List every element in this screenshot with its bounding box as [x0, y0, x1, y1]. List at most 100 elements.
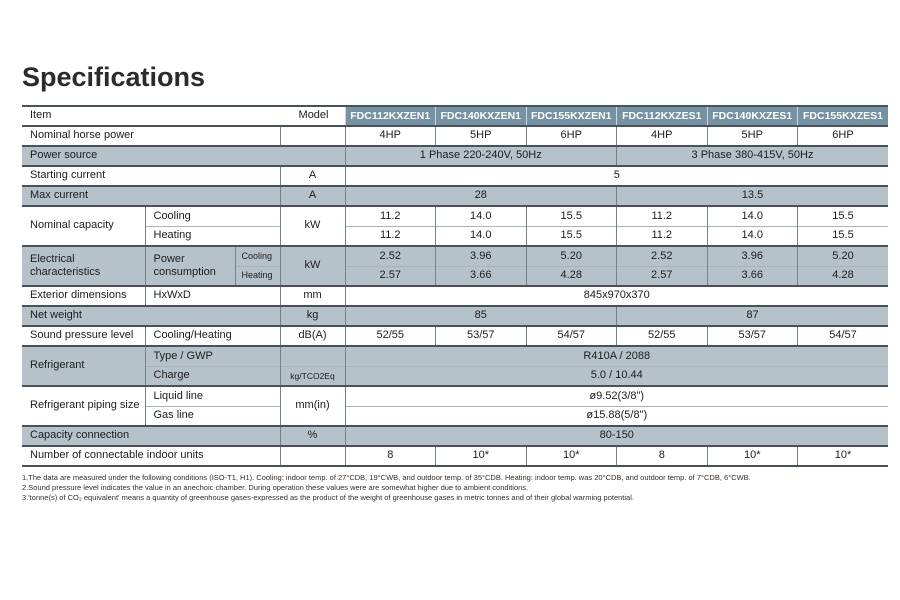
sub-row-label: Gas line — [144, 405, 280, 426]
value-cell: 87 — [616, 305, 888, 326]
header-row: Model Item FDC112KXZEN1 FDC140KXZEN1 FDC… — [22, 105, 888, 126]
unit-cell — [279, 345, 345, 366]
sub-row-label: Charge — [144, 365, 280, 386]
row-label: Electrical characteristics — [22, 245, 145, 286]
value-cell: 5HP — [706, 125, 798, 146]
spec-table: Model Item FDC112KXZEN1 FDC140KXZEN1 FDC… — [22, 105, 888, 467]
value-cell: ø9.52(3/8") — [344, 385, 888, 406]
footnote-3: 3.'tonne(s) of CO₂ equivalent' means a q… — [22, 493, 634, 503]
footnotes: 1.The data are measured under the follow… — [22, 473, 888, 503]
value-cell: 11.2 — [616, 205, 707, 226]
value-cell: 14.0 — [706, 225, 798, 246]
sub-row-label: HxWxD — [144, 285, 280, 306]
row-label: Refrigerant — [22, 345, 145, 386]
sub-row-label: Heating — [144, 225, 280, 246]
model-header: FDC112KXZEN1 — [344, 105, 436, 126]
value-cell: 4HP — [344, 125, 436, 146]
footnote-1: 1.The data are measured under the follow… — [22, 473, 751, 482]
value-cell: 2.57 — [616, 265, 707, 286]
sub-row-label: Cooling/Heating — [144, 325, 280, 346]
unit-cell: % — [279, 425, 345, 446]
row-sound-pressure-level: Sound pressure level Cooling/Heating dB(… — [22, 325, 888, 346]
value-cell: 14.0 — [435, 225, 526, 246]
unit-cell: A — [279, 165, 345, 186]
value-cell: 14.0 — [435, 205, 526, 226]
row-label: Number of connectable indoor units — [22, 445, 280, 466]
value-cell: 3.66 — [435, 265, 526, 286]
row-starting-current: Starting current A 5 — [22, 165, 888, 186]
mini-row-label: Cooling — [234, 245, 280, 266]
value-cell: 5.20 — [525, 245, 617, 266]
value-cell: 6HP — [525, 125, 617, 146]
value-cell: 10* — [525, 445, 617, 466]
value-cell: 3.66 — [706, 265, 798, 286]
sub-row-label: Cooling — [144, 205, 280, 226]
sub-row-label: Liquid line — [144, 385, 280, 406]
unit-cell: kg/TCO2Eq — [279, 365, 345, 386]
value-cell: 52/55 — [616, 325, 707, 346]
row-label: Sound pressure level — [22, 325, 145, 346]
model-header: FDC155KXZES1 — [797, 105, 888, 126]
row-nominal-horse-power: Nominal horse power 4HP 5HP 6HP 4HP 5HP … — [22, 125, 888, 146]
value-cell: 3.96 — [435, 245, 526, 266]
value-cell: 15.5 — [797, 225, 888, 246]
row-label: Nominal capacity — [22, 205, 145, 246]
row-label: Capacity connection — [22, 425, 280, 446]
spec-page: Specifications Model Item FDC112KXZEN1 F… — [22, 62, 888, 503]
value-cell: 4.28 — [525, 265, 617, 286]
row-nominal-capacity-heating: Heating 11.2 14.0 15.5 11.2 14.0 15.5 — [22, 225, 888, 246]
row-piping-liquid-line: Refrigerant piping size Liquid line mm(i… — [22, 385, 888, 426]
value-cell: 11.2 — [616, 225, 707, 246]
value-cell: 5HP — [435, 125, 526, 146]
value-cell: 6HP — [797, 125, 888, 146]
value-cell: 10* — [797, 445, 888, 466]
value-cell: 3.96 — [706, 245, 798, 266]
unit-cell — [279, 125, 345, 146]
item-header-label: Item — [30, 109, 52, 122]
row-connectable-indoor-units: Number of connectable indoor units 8 10*… — [22, 445, 888, 466]
unit-cell: kg — [279, 305, 345, 326]
row-net-weight: Net weight kg 85 87 — [22, 305, 888, 326]
row-refrigerant-type: Refrigerant Type / GWP R410A / 2088 — [22, 345, 888, 386]
row-max-current: Max current A 28 13.5 — [22, 185, 888, 206]
value-cell: 85 — [344, 305, 617, 326]
row-label: Refrigerant piping size — [22, 385, 145, 426]
row-exterior-dimensions: Exterior dimensions HxWxD mm 845x970x370 — [22, 285, 888, 306]
row-label: Starting current — [22, 165, 280, 186]
value-cell: 15.5 — [525, 205, 617, 226]
sub-row-label: Power consumption — [144, 245, 235, 286]
value-cell: 14.0 — [706, 205, 798, 226]
row-power-consumption-cooling: Electrical characteristics Power consump… — [22, 245, 888, 286]
value-cell: 2.57 — [344, 265, 436, 286]
row-label: Exterior dimensions — [22, 285, 145, 306]
value-cell: 80-150 — [344, 425, 888, 446]
unit-cell — [279, 445, 345, 466]
mini-row-label: Heating — [234, 265, 280, 286]
row-label: Nominal horse power — [22, 125, 280, 146]
row-capacity-connection: Capacity connection % 80-150 — [22, 425, 888, 446]
value-cell: 11.2 — [344, 205, 436, 226]
value-cell: 53/57 — [706, 325, 798, 346]
value-cell: 10* — [435, 445, 526, 466]
row-piping-gas-line: Gas line ø15.88(5/8") — [22, 405, 888, 426]
item-model-header-cell: Model Item — [22, 105, 345, 126]
row-label: Power source — [22, 145, 345, 166]
row-power-source: Power source 1 Phase 220-240V, 50Hz 3 Ph… — [22, 145, 888, 166]
unit-cell: mm(in) — [279, 385, 345, 426]
value-cell: 52/55 — [344, 325, 436, 346]
value-cell: 11.2 — [344, 225, 436, 246]
unit-cell: A — [279, 185, 345, 206]
value-cell: 15.5 — [797, 205, 888, 226]
value-cell: 15.5 — [525, 225, 617, 246]
page-title: Specifications — [22, 62, 206, 92]
model-header: FDC112KXZES1 — [616, 105, 707, 126]
unit-cell: mm — [279, 285, 345, 306]
model-header: FDC140KXZEN1 — [435, 105, 526, 126]
value-cell: 5 — [344, 165, 888, 186]
value-cell: 3 Phase 380-415V, 50Hz — [616, 145, 888, 166]
value-cell: 10* — [706, 445, 798, 466]
value-cell: 2.52 — [344, 245, 436, 266]
row-label: Net weight — [22, 305, 280, 326]
model-header: FDC155KXZEN1 — [525, 105, 617, 126]
sub-row-label: Type / GWP — [144, 345, 280, 366]
